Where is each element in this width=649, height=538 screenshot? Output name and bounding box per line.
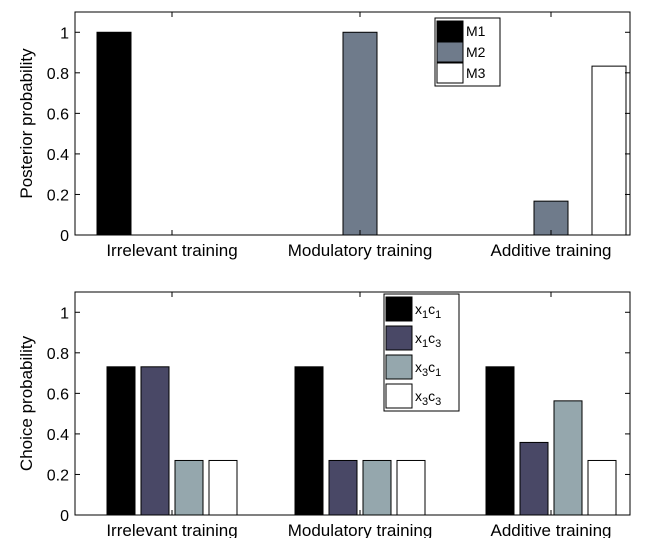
ytick-label: 0.2 — [47, 187, 69, 204]
ytick-label: 0 — [60, 228, 69, 245]
legend-label-x3c1: x3c1 — [415, 359, 441, 379]
legend-swatch-x1c1 — [385, 296, 413, 322]
bar-x1c1-1 — [294, 366, 324, 516]
ytick-label: 0 — [60, 508, 69, 525]
bottom-axes-box — [74, 291, 631, 516]
bar-x3c3-2 — [587, 459, 617, 516]
bar-x3c1-0 — [174, 459, 204, 516]
bar-x3c3-0 — [208, 459, 238, 516]
legend-label-x1c1: x1c1 — [415, 301, 441, 321]
bar-m3-2 — [591, 65, 627, 236]
bar-x1c1-0 — [106, 366, 136, 516]
legend-label-x3c3: x3c3 — [415, 388, 441, 408]
ytick-label: 0.8 — [47, 66, 69, 83]
top-ylabel: Posterior probability — [17, 48, 36, 199]
bar-x3c3-1 — [396, 459, 426, 516]
bar-x1c3-1 — [328, 459, 358, 516]
choice-probability-panel: 0 0.2 0.4 0.6 0.8 1 Irrelevant training Modula… — [17, 291, 631, 538]
legend-label-x1c3: x1c3 — [415, 330, 441, 350]
legend-label-m3: M3 — [466, 65, 486, 81]
bar-m1-0 — [96, 31, 132, 236]
xtick-label: Additive training — [491, 521, 612, 538]
xtick-label: Modulatory training — [288, 521, 433, 538]
legend-swatch-m2 — [436, 41, 464, 63]
xtick-label: Modulatory training — [288, 241, 433, 260]
bottom-legend: x1c1 x1c3 x3c1 x3c3 — [383, 293, 460, 412]
ytick-label: 1 — [60, 305, 69, 322]
bar-m2-2 — [533, 200, 569, 236]
xtick-label: Irrelevant training — [106, 521, 237, 538]
legend-swatch-x3c1 — [385, 354, 413, 380]
legend-swatch-x3c3 — [385, 383, 413, 409]
ytick-label: 0.2 — [47, 467, 69, 484]
legend-swatch-x1c3 — [385, 325, 413, 351]
bar-x3c1-1 — [362, 459, 392, 516]
ytick-label: 0.4 — [47, 427, 69, 444]
legend-label-m1: M1 — [466, 23, 486, 39]
ytick-label: 0.4 — [47, 147, 69, 164]
ytick-label: 1 — [60, 25, 69, 42]
legend-swatch-m3 — [436, 62, 464, 84]
xtick-label: Irrelevant training — [106, 241, 237, 260]
bar-m2-1 — [342, 31, 378, 236]
ytick-label: 0.8 — [47, 346, 69, 363]
legend-label-m2: M2 — [466, 44, 486, 60]
bar-x3c1-2 — [553, 400, 583, 516]
top-legend: M1 M2 M3 — [434, 17, 501, 87]
bar-x1c3-2 — [519, 441, 549, 516]
bar-x1c1-2 — [485, 366, 515, 516]
top-axes-box — [74, 11, 631, 236]
xtick-label: Additive training — [491, 241, 612, 260]
ytick-label: 0.6 — [47, 106, 69, 123]
legend-swatch-m1 — [436, 20, 464, 42]
bottom-ylabel: Choice probability — [17, 335, 36, 471]
posterior-probability-panel: 0 0.2 0.4 0.6 0.8 1 Irrelevant training Modula… — [17, 11, 631, 260]
bar-x1c3-0 — [140, 366, 170, 516]
ytick-label: 0.6 — [47, 386, 69, 403]
